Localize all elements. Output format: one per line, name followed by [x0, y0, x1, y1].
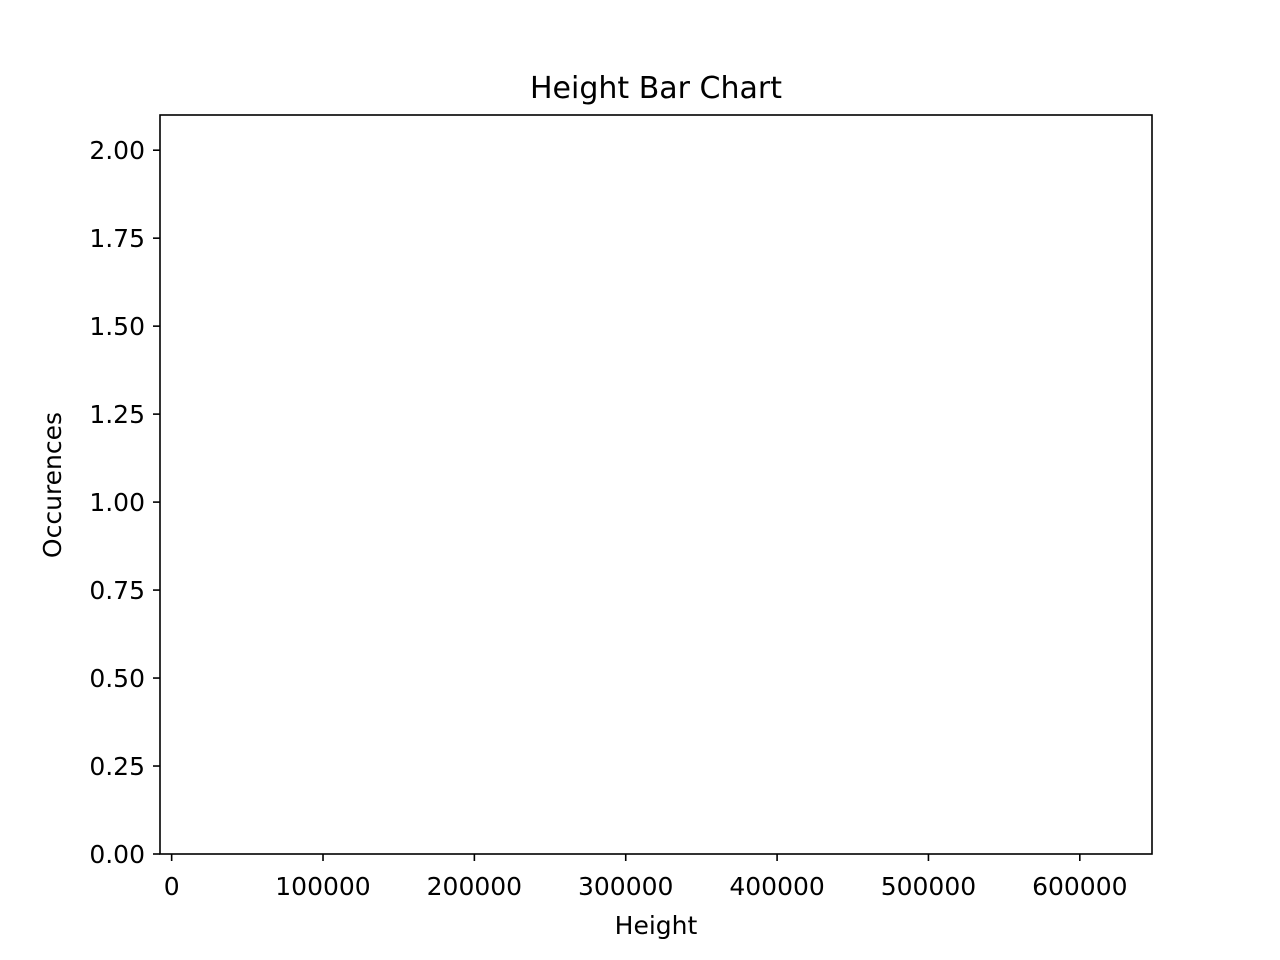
x-axis-label: Height — [615, 911, 698, 940]
y-tick-label: 1.25 — [89, 400, 145, 429]
y-tick-label: 0.25 — [89, 752, 145, 781]
y-tick-label: 0.50 — [89, 664, 145, 693]
y-axis-ticks: 0.00 0.25 0.50 0.75 1.00 1.25 1.50 1.75 2.00 — [89, 136, 160, 869]
y-tick-label: 2.00 — [89, 136, 145, 165]
chart-title: Height Bar Chart — [530, 71, 782, 106]
y-tick-label: 1.00 — [89, 488, 145, 517]
plot-area — [159, 114, 1153, 855]
x-tick-label: 0 — [164, 872, 180, 901]
y-tick-label: 1.75 — [89, 224, 145, 253]
y-tick-label: 1.50 — [89, 312, 145, 341]
x-tick-label: 300000 — [578, 872, 673, 901]
x-tick-label: 600000 — [1032, 872, 1127, 901]
y-axis-label: Occurences — [38, 412, 67, 558]
y-tick-label: 0.75 — [89, 576, 145, 605]
x-tick-label: 100000 — [275, 872, 370, 901]
x-axis-ticks: 0 100000 200000 300000 400000 500000 600000 — [164, 854, 1128, 901]
x-tick-label: 200000 — [427, 872, 522, 901]
y-tick-label: 0.00 — [89, 840, 145, 869]
x-tick-label: 400000 — [729, 872, 824, 901]
x-tick-label: 500000 — [881, 872, 976, 901]
